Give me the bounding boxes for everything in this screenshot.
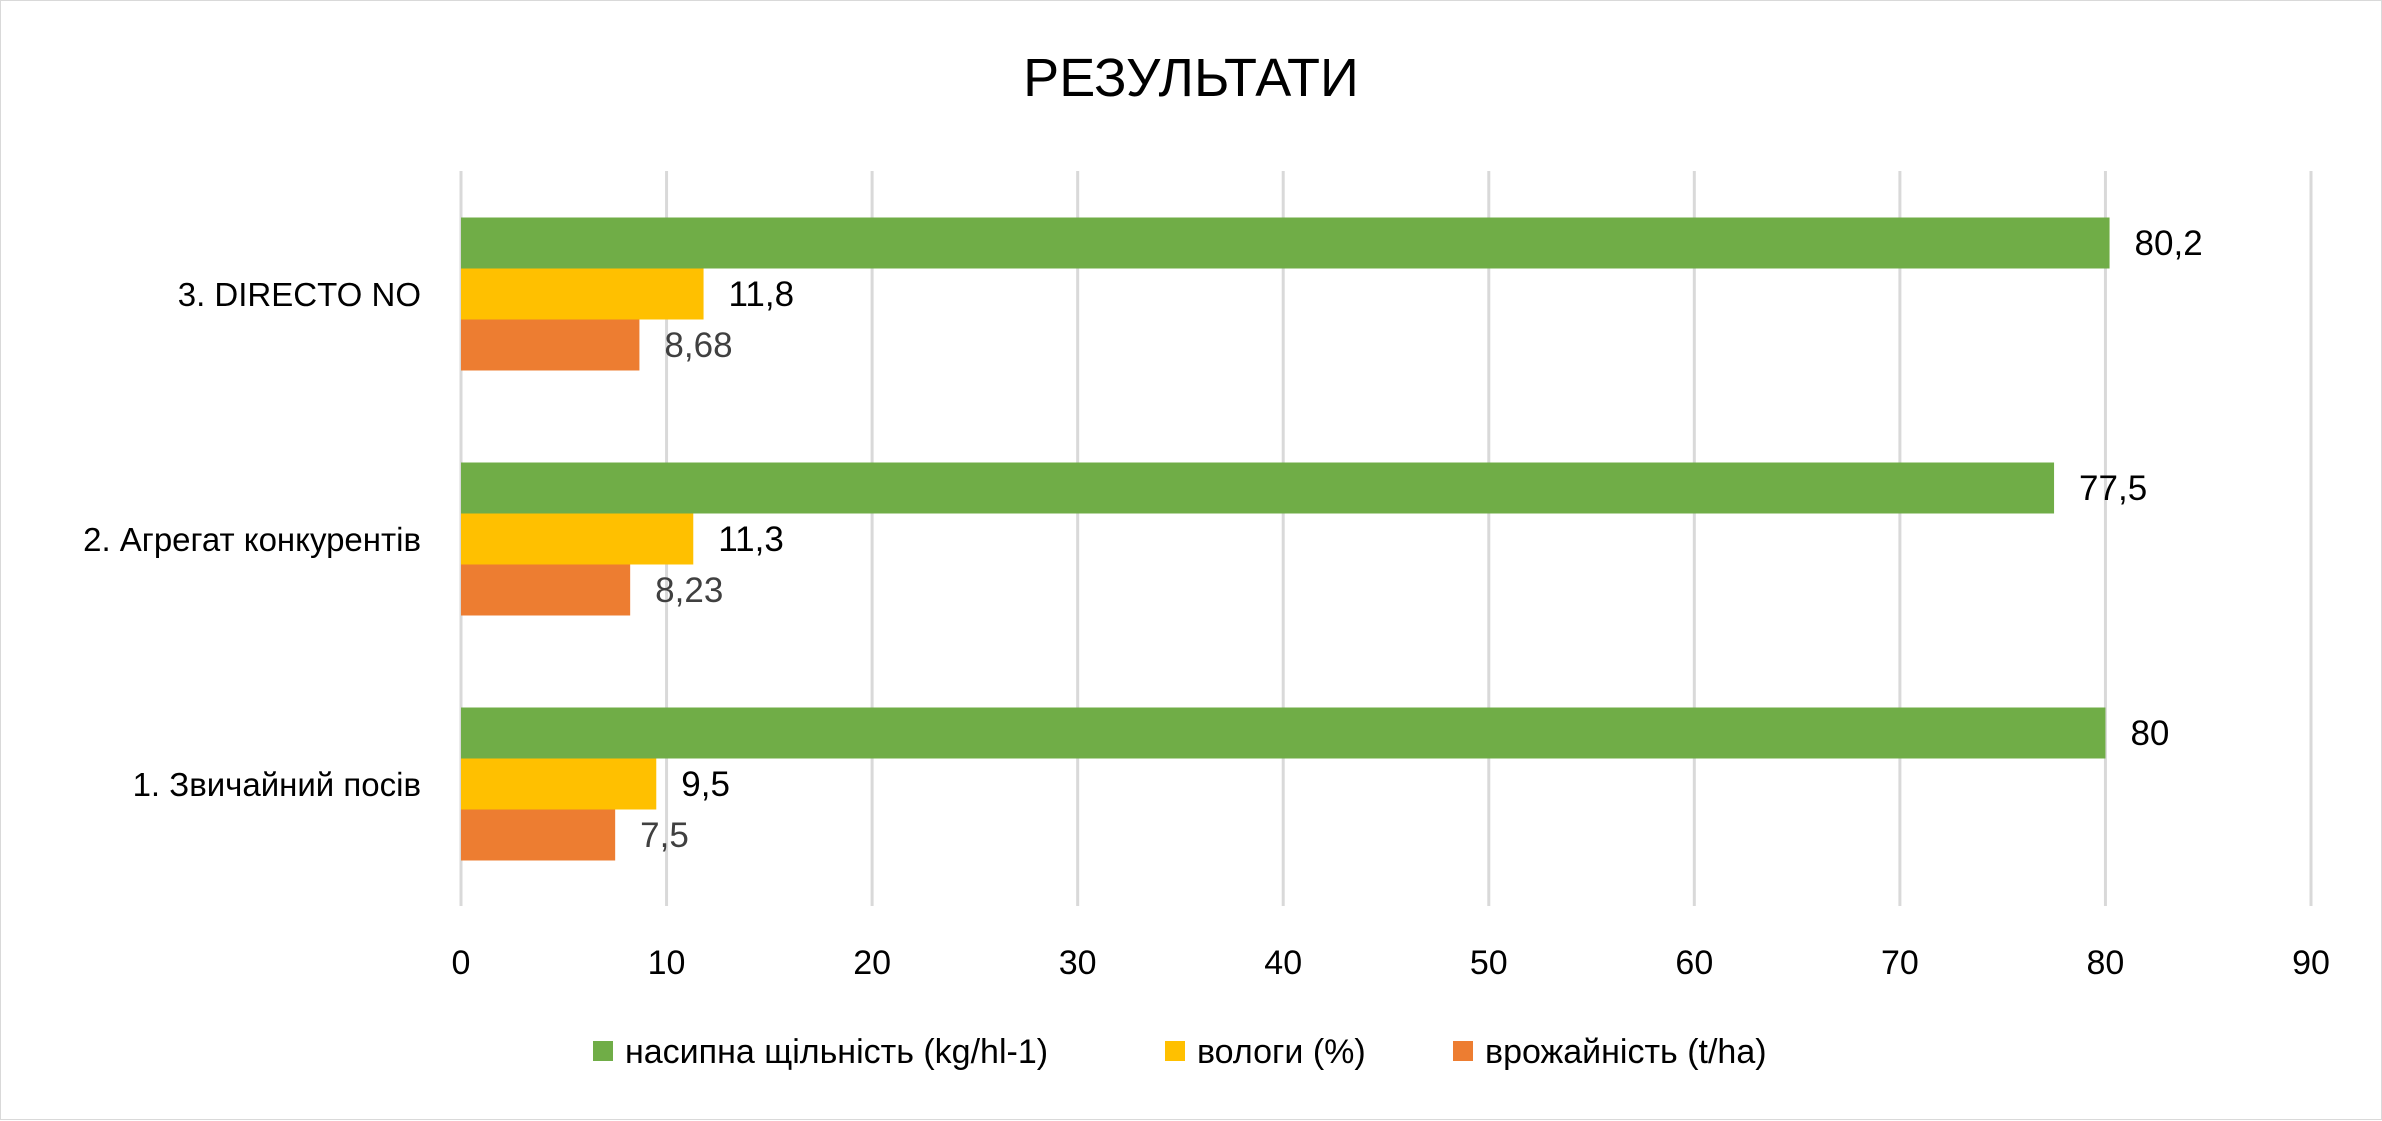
bar-3-series-2 (461, 268, 704, 320)
legend-label-1: насипна щільність (kg/hl-1) (625, 1033, 1048, 1071)
data-label-2-series-3: 8,23 (655, 571, 723, 610)
legend-swatch-1 (593, 1041, 613, 1061)
chart-title: РЕЗУЛЬТАТИ (1023, 48, 1359, 108)
bar-1-series-1 (461, 707, 2106, 759)
x-tick-label-10: 10 (648, 944, 686, 982)
bar-3-series-1 (461, 217, 2110, 269)
bar-1-series-2 (461, 758, 657, 810)
x-tick-label-50: 50 (1470, 944, 1508, 982)
data-label-2-series-2: 11,3 (718, 520, 784, 559)
data-labels: 80 9,5 7,5 77,5 11,3 8,23 80,2 11,8 8,68 (640, 224, 2203, 855)
legend: насипна щільність (kg/hl-1) вологи (%) вро… (593, 1033, 1767, 1071)
bars (461, 217, 2110, 861)
data-label-3-series-2: 11,8 (729, 275, 795, 314)
data-label-1-series-1: 80 (2130, 714, 2169, 753)
legend-swatch-3 (1453, 1041, 1473, 1061)
x-tick-label-0: 0 (452, 944, 471, 982)
legend-label-3: врожайність (t/ha) (1485, 1033, 1767, 1071)
data-label-1-series-3: 7,5 (640, 816, 689, 855)
category-label-1: 1. Звичайний посів (133, 766, 421, 803)
bar-2-series-3 (461, 564, 631, 616)
bar-2-series-2 (461, 513, 694, 565)
x-tick-label-30: 30 (1059, 944, 1097, 982)
x-tick-label-60: 60 (1675, 944, 1713, 982)
bar-2-series-1 (461, 462, 2055, 514)
data-label-2-series-1: 77,5 (2079, 469, 2147, 508)
legend-swatch-2 (1165, 1041, 1185, 1061)
x-tick-label-90: 90 (2292, 944, 2330, 982)
category-labels: 1. Звичайний посів 2. Агрегат конкурентів… (83, 276, 421, 803)
category-label-3: 3. DIRECTO NO (178, 276, 421, 313)
bar-3-series-3 (461, 319, 640, 371)
category-label-2: 2. Агрегат конкурентів (83, 521, 421, 558)
x-axis-ticks: 0 10 20 30 40 50 60 70 80 90 (452, 944, 2330, 982)
x-tick-label-40: 40 (1264, 944, 1302, 982)
legend-label-2: вологи (%) (1197, 1033, 1366, 1071)
x-tick-label-70: 70 (1881, 944, 1919, 982)
data-label-3-series-1: 80,2 (2135, 224, 2203, 263)
data-label-1-series-2: 9,5 (681, 765, 730, 804)
data-label-3-series-3: 8,68 (664, 326, 732, 365)
x-tick-label-80: 80 (2087, 944, 2125, 982)
x-tick-label-20: 20 (853, 944, 891, 982)
bar-1-series-3 (461, 809, 616, 861)
